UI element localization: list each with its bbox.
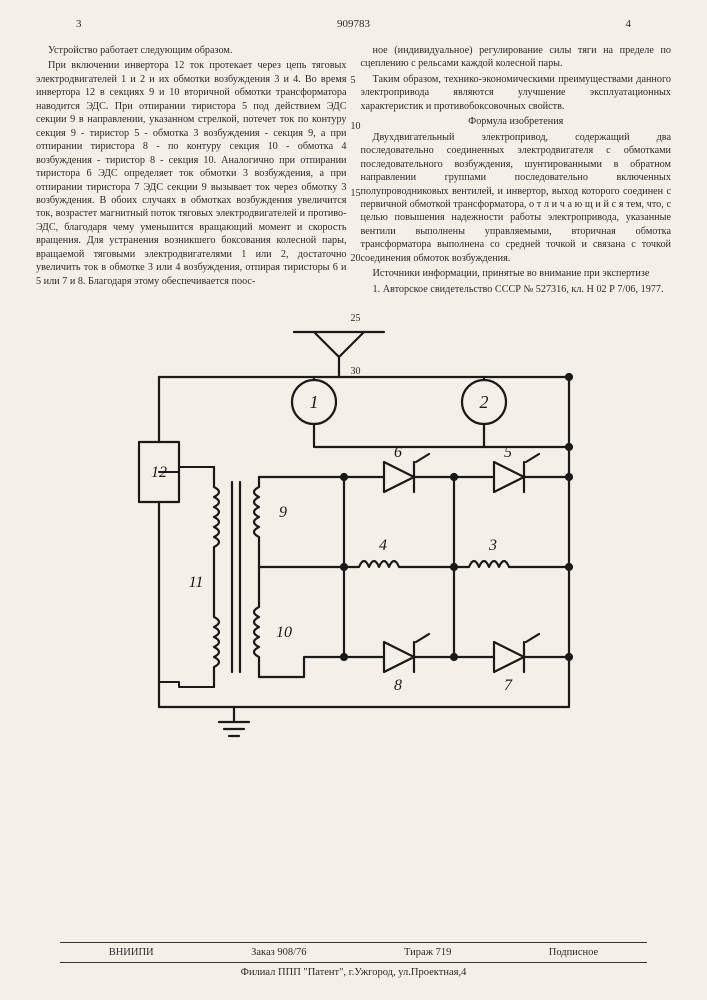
col2-p3: Двухдвигательный электропривод, содержащ… — [361, 131, 672, 266]
col2-p5: 1. Авторское свидетельство СССР № 527316… — [361, 283, 672, 296]
lineno-15: 15 — [351, 189, 361, 199]
footer-address: Филиал ППП "Патент", г.Ужгород, ул.Проек… — [0, 967, 707, 978]
label-4: 4 — [379, 537, 387, 554]
page-num-left: 3 — [76, 18, 82, 30]
label-9: 9 — [279, 504, 287, 521]
formula-title: Формула изобретения — [361, 115, 672, 128]
col1-p2: При включении инвертора 12 ток протекает… — [36, 59, 347, 288]
label-2: 2 — [479, 392, 488, 412]
lineno-25: 25 — [351, 314, 361, 324]
lineno-10: 10 — [351, 122, 361, 132]
footer-org: ВНИИПИ — [109, 947, 154, 958]
label-5: 5 — [504, 444, 512, 461]
footer-order: Заказ 908/76 — [251, 947, 306, 958]
label-10: 10 — [276, 624, 292, 641]
page: 3 909783 4 Устройство работает следующим… — [0, 0, 707, 762]
lineno-5: 5 — [351, 76, 356, 86]
label-1: 1 — [309, 392, 318, 412]
col1-p1: Устройство работает следующим образом. — [36, 44, 347, 57]
doc-number: 909783 — [337, 18, 370, 30]
label-3: 3 — [488, 537, 497, 554]
lineno-30: 30 — [351, 367, 361, 377]
col2-p4: Источники информации, принятые во вниман… — [361, 267, 672, 280]
column-right: 5 10 15 20 25 30 ное (индивидуальное) ре… — [361, 44, 672, 298]
label-8: 8 — [394, 677, 402, 694]
col2-p1: ное (индивидуальное) регулирование силы … — [361, 44, 672, 71]
footer-tirazh: Тираж 719 — [404, 947, 451, 958]
page-header: 3 909783 4 — [36, 18, 671, 30]
text-columns: Устройство работает следующим образом. П… — [36, 44, 671, 298]
page-num-right: 4 — [626, 18, 632, 30]
footer-line: ВНИИПИ Заказ 908/76 Тираж 719 Подписное — [60, 942, 647, 963]
column-left: Устройство работает следующим образом. П… — [36, 44, 347, 298]
col2-p2: Таким образом, технико-экономическими пр… — [361, 73, 672, 113]
footer: ВНИИПИ Заказ 908/76 Тираж 719 Подписное … — [0, 942, 707, 978]
label-11: 11 — [188, 574, 203, 591]
label-6: 6 — [394, 444, 402, 461]
label-7: 7 — [504, 677, 513, 694]
footer-sub: Подписное — [549, 947, 598, 958]
lineno-20: 20 — [351, 254, 361, 264]
circuit-diagram: 1 2 12 11 9 10 — [84, 312, 624, 752]
